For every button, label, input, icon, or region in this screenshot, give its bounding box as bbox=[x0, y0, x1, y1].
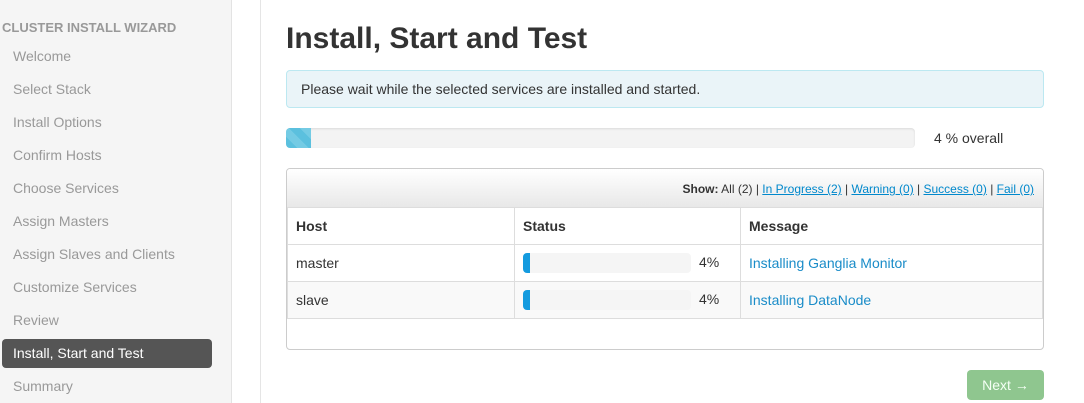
status-cell: 4% bbox=[514, 281, 741, 319]
sidebar-item-choose-services[interactable]: Choose Services bbox=[13, 180, 119, 196]
filter-success[interactable]: Success (0) bbox=[923, 182, 987, 196]
filter-all[interactable]: All (2) bbox=[721, 182, 753, 196]
message-cell: Installing Ganglia Monitor bbox=[740, 244, 1043, 282]
filter-bar: Show: All (2) | In Progress (2) | Warnin… bbox=[287, 169, 1043, 207]
host-progress-label: 4% bbox=[699, 253, 720, 270]
status-cell: 4% bbox=[514, 244, 741, 282]
host-progress-label: 4% bbox=[699, 290, 720, 307]
host-progress-fill bbox=[523, 253, 530, 273]
sidebar-item-assign-masters[interactable]: Assign Masters bbox=[13, 213, 109, 229]
column-status: Status bbox=[514, 207, 741, 245]
message-cell: Installing DataNode bbox=[740, 281, 1043, 319]
message-link[interactable]: Installing Ganglia Monitor bbox=[749, 255, 907, 271]
filter-warning[interactable]: Warning (0) bbox=[851, 182, 914, 196]
next-button[interactable]: Next → bbox=[967, 370, 1044, 400]
host-progress-bar bbox=[523, 253, 691, 273]
show-label: Show: bbox=[682, 182, 719, 196]
page-title: Install, Start and Test bbox=[286, 22, 588, 55]
overall-progress-fill bbox=[286, 128, 312, 148]
sidebar-item-review[interactable]: Review bbox=[13, 312, 59, 328]
sidebar-item-assign-slaves-and-clients[interactable]: Assign Slaves and Clients bbox=[13, 246, 175, 262]
info-alert: Please wait while the selected services … bbox=[286, 70, 1044, 108]
host-progress-fill bbox=[523, 290, 530, 310]
sidebar-item-customize-services[interactable]: Customize Services bbox=[13, 279, 137, 295]
host-cell: master bbox=[287, 244, 515, 282]
sidebar-item-install-options[interactable]: Install Options bbox=[13, 114, 102, 130]
sidebar-item-confirm-hosts[interactable]: Confirm Hosts bbox=[13, 147, 102, 163]
sidebar: CLUSTER INSTALL WIZARD Welcome Select Sta… bbox=[0, 0, 232, 403]
sidebar-title: CLUSTER INSTALL WIZARD bbox=[2, 20, 177, 35]
divider bbox=[260, 0, 261, 403]
message-link[interactable]: Installing DataNode bbox=[749, 292, 872, 308]
filter-fail[interactable]: Fail (0) bbox=[996, 182, 1034, 196]
host-cell: slave bbox=[287, 281, 515, 319]
column-message: Message bbox=[740, 207, 1043, 245]
table-row: slave 4% Installing DataNode bbox=[287, 281, 1043, 319]
overall-progress-label: 4 % overall bbox=[934, 130, 1004, 146]
table-row: master 4% Installing Ganglia Monitor bbox=[287, 244, 1043, 282]
sidebar-item-select-stack[interactable]: Select Stack bbox=[13, 81, 91, 97]
sidebar-item-install-start-and-test[interactable]: Install, Start and Test bbox=[2, 339, 212, 368]
hosts-table: Host Status Message master 4% Installing G… bbox=[287, 207, 1043, 319]
host-progress-bar bbox=[523, 290, 691, 310]
sidebar-item-welcome[interactable]: Welcome bbox=[13, 48, 72, 64]
filter-in-progress[interactable]: In Progress (2) bbox=[762, 182, 842, 196]
column-host: Host bbox=[287, 207, 515, 245]
overall-progress-bar bbox=[286, 128, 915, 148]
hosts-panel: Show: All (2) | In Progress (2) | Warnin… bbox=[286, 168, 1044, 350]
sidebar-item-summary[interactable]: Summary bbox=[13, 378, 73, 394]
